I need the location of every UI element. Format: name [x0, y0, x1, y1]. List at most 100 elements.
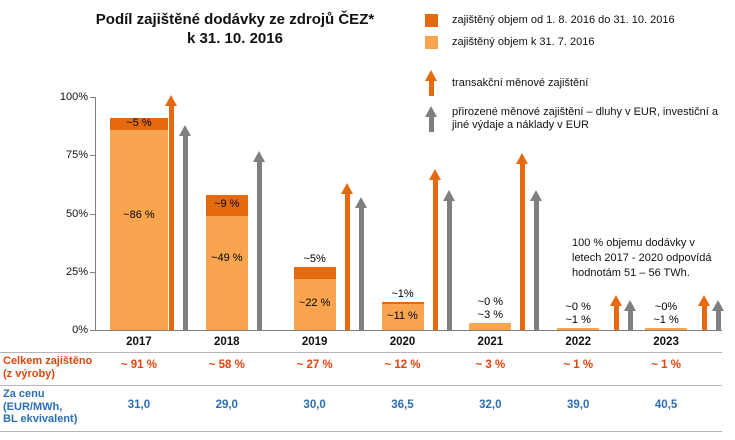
- bar-segment-dark: [205, 194, 248, 216]
- legend-item-label: transakční měnové zajištění: [452, 76, 589, 89]
- transactional-hedge-arrow-shaft: [344, 192, 350, 330]
- transactional-hedge-arrow-shaft: [520, 161, 526, 330]
- year-label: 2023: [653, 336, 679, 348]
- table-cell-price: 30,0: [303, 399, 326, 411]
- bar-label-light: ~49 %: [211, 251, 243, 264]
- bar-segment-light: [557, 327, 600, 330]
- natural-hedge-arrow-head: [252, 150, 265, 162]
- table-cell-price: 36,5: [391, 399, 414, 411]
- transactional-hedge-arrow-head: [165, 94, 177, 106]
- bar-label-light: ~11 %: [387, 310, 418, 323]
- bar-label-light: ~86 %: [123, 208, 155, 221]
- bar-segment-dark: [109, 117, 168, 130]
- chart-title-line2: k 31. 10. 2016: [187, 30, 283, 47]
- natural-hedge-arrow: [712, 299, 725, 330]
- bar-label-light: ~3 %: [477, 309, 504, 321]
- table-cell-total-hedged: ~ 27 %: [296, 359, 333, 371]
- bar-label-light: ~1 %: [653, 313, 679, 326]
- bar-segment-light: [109, 129, 168, 330]
- arrow-orange-icon-head: [425, 70, 437, 81]
- bar-label-dark: ~0 %: [565, 300, 591, 313]
- natural-hedge-arrow-head: [179, 124, 191, 136]
- table-row-label-total-hedged: (z výroby): [3, 367, 55, 380]
- table-cell-total-hedged: ~ 3 %: [475, 359, 506, 371]
- bar-label-dark: ~0 %: [477, 296, 504, 308]
- x-axis-line: [95, 330, 722, 331]
- natural-hedge-arrow-head: [530, 190, 543, 202]
- table-cell-price: 32,0: [479, 399, 502, 411]
- natural-hedge-arrow: [442, 190, 456, 330]
- transactional-hedge-arrow: [428, 169, 442, 330]
- y-axis-tick: [90, 213, 95, 215]
- transactional-hedge-arrow: [340, 183, 354, 330]
- transactional-hedge-arrow: [165, 94, 178, 330]
- transactional-hedge-arrow: [516, 152, 529, 330]
- table-row-label-total-hedged: Celkem zajištěno: [3, 355, 93, 367]
- table-cell-price: 40,5: [654, 399, 678, 411]
- y-axis-line: [95, 97, 96, 330]
- natural-hedge-arrow-shaft: [628, 308, 634, 330]
- year-label: 2021: [477, 336, 504, 348]
- natural-hedge-arrow: [530, 190, 543, 330]
- table-cell-total-hedged: ~ 58 %: [208, 359, 245, 371]
- table-cell-total-hedged: ~ 12 %: [384, 359, 421, 371]
- y-axis-tick: [90, 330, 95, 331]
- transactional-hedge-arrow-shaft: [169, 103, 174, 330]
- natural-hedge-arrow-head: [354, 197, 367, 209]
- transactional-hedge-arrow-head: [610, 295, 623, 307]
- table-cell-total-hedged: ~ 1 %: [563, 359, 594, 371]
- legend-item-label: zajištěný objem od 1. 8. 2016 do 31. 10.…: [452, 14, 675, 26]
- y-axis-tick: [90, 155, 95, 157]
- natural-hedge-arrow-shaft: [183, 133, 188, 330]
- transactional-hedge-arrow-head: [698, 295, 711, 307]
- y-axis-tick-label: 25%: [65, 265, 88, 278]
- natural-hedge-arrow-head: [712, 299, 725, 311]
- chart-note: 100 % objemu dodávky v letech 2017 - 202…: [572, 237, 712, 279]
- transactional-hedge-arrow-head: [516, 152, 529, 164]
- bar-label-dark: ~1%: [391, 288, 414, 301]
- table-cell-price: 29,0: [215, 399, 238, 411]
- natural-hedge-arrow-head: [624, 299, 637, 311]
- bar-segment-light: [205, 215, 248, 330]
- natural-hedge-arrow-shaft: [534, 199, 540, 330]
- table-cell-total-hedged: ~ 1 %: [651, 359, 681, 371]
- legend-item: zajištěný objem od 1. 8. 2016 do 31. 10.…: [425, 14, 675, 27]
- bar-segment-light: [293, 278, 336, 330]
- transactional-hedge-arrow-head: [428, 169, 441, 181]
- bar-label-light: ~22 %: [298, 297, 331, 310]
- bar-label-dark: ~9 %: [214, 198, 240, 211]
- natural-hedge-arrow: [624, 299, 637, 330]
- natural-hedge-arrow-head: [442, 190, 455, 202]
- bar-segment-dark: [381, 302, 424, 305]
- year-label: 2022: [565, 336, 591, 348]
- legend: zajištěný objem od 1. 8. 2016 do 31. 10.…: [425, 14, 730, 154]
- legend-item: přirozené měnové zajištění – dluhy v EUR…: [425, 106, 724, 132]
- y-axis-tick: [90, 97, 95, 98]
- table-cell-total-hedged: ~ 91 %: [120, 359, 157, 371]
- year-label: 2018: [213, 336, 240, 348]
- transactional-hedge-arrow: [610, 295, 623, 330]
- bar-segment-light: [381, 304, 424, 330]
- natural-hedge-arrow-shaft: [358, 206, 364, 330]
- y-axis-tick-label: 50%: [65, 207, 88, 220]
- transactional-hedge-arrow-head: [340, 183, 353, 195]
- arrow-gray-icon-head: [425, 106, 437, 117]
- bar-segment-light: [645, 327, 688, 330]
- bar-label-light: ~1 %: [565, 313, 591, 326]
- bar-label-dark: ~0%: [654, 300, 678, 313]
- bar-segment-light: [469, 323, 512, 330]
- table-cell-price: 39,0: [567, 399, 590, 411]
- bar-segment-dark: [293, 267, 336, 279]
- square-dark-orange-icon: [425, 14, 438, 27]
- natural-hedge-arrow: [179, 124, 192, 330]
- table-row-label-price: BL ekvivalent): [3, 413, 78, 425]
- transactional-hedge-arrow-shaft: [702, 304, 708, 330]
- y-axis-tick-label: 0%: [72, 324, 88, 336]
- natural-hedge-arrow: [252, 150, 266, 330]
- transactional-hedge-arrow-shaft: [432, 178, 438, 330]
- year-label: 2017: [126, 336, 152, 348]
- table-divider: [0, 385, 722, 386]
- legend-item: transakční měnové zajištění: [425, 70, 588, 96]
